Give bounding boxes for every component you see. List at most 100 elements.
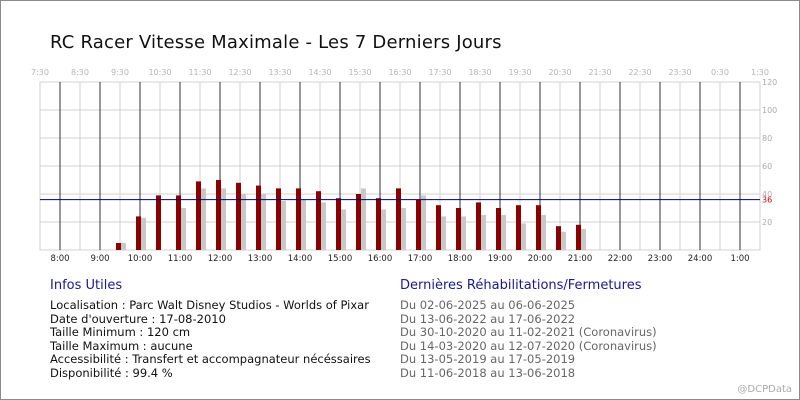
bar-series-2: [341, 209, 346, 250]
bar-series-1: [436, 205, 441, 250]
rehab-line: Du 02-06-2025 au 06-06-2025: [400, 298, 576, 312]
bar-series-2: [441, 216, 446, 250]
bar-series-2: [221, 188, 226, 250]
bar-series-1: [396, 188, 401, 250]
bar-series-1: [276, 188, 281, 250]
bottom-axis-tick-label: 8:00: [50, 254, 69, 264]
bottom-axis-tick-label: 19:00: [488, 254, 513, 264]
y-tick-label: 80: [762, 134, 772, 143]
bar-series-2: [501, 215, 506, 250]
bar-series-2: [381, 209, 386, 250]
top-axis-tick-label: 18:30: [468, 68, 491, 77]
bottom-axis-tick-label: 21:00: [568, 254, 593, 264]
bottom-axis-tick-label: 22:00: [608, 254, 633, 264]
bar-series-1: [316, 191, 321, 250]
rehab-line: Du 13-05-2019 au 17-05-2019: [400, 352, 576, 367]
bar-series-1: [116, 243, 121, 250]
bottom-axis-tick-label: 24:00: [688, 254, 713, 264]
info-line-opening-date: Date d'ouverture : 17-08-2010: [50, 311, 226, 326]
bar-series-1: [236, 182, 241, 250]
bar-series-2: [281, 201, 286, 250]
top-axis-tick-label: 19:30: [508, 68, 531, 77]
top-axis-tick-label: 7:30: [31, 68, 49, 77]
bottom-axis-tick-label: 13:00: [248, 254, 273, 264]
bar-series-1: [356, 194, 361, 250]
bar-series-1: [376, 198, 381, 250]
top-axis-tick-label: 14:30: [308, 68, 331, 77]
bar-series-1: [136, 216, 141, 250]
top-axis-tick-label: 17:30: [428, 68, 451, 77]
infos-list: Localisation : Parc Walt Disney Studios …: [50, 298, 371, 381]
bar-series-2: [321, 202, 326, 250]
bar-series-1: [256, 185, 261, 250]
top-axis-tick-label: 0:30: [711, 68, 729, 77]
bar-series-2: [121, 243, 126, 250]
bottom-axis-tick-label: 17:00: [408, 254, 433, 264]
bar-series-1: [336, 198, 341, 250]
info-line-accessibility: Accessibilité : Transfert et accompagnat…: [50, 352, 371, 367]
bar-series-1: [476, 202, 481, 250]
bottom-axis-tick-label: 1:00: [730, 254, 749, 264]
top-axis-tick-label: 20:30: [548, 68, 571, 77]
bar-series-2: [141, 217, 146, 250]
rehab-heading: Dernières Réhabilitations/Fermetures: [400, 278, 642, 293]
bar-series-1: [296, 188, 301, 250]
bar-series-2: [261, 194, 266, 250]
bar-series-1: [536, 205, 541, 250]
bottom-axis-tick-label: 9:00: [90, 254, 109, 264]
bar-series-2: [241, 194, 246, 250]
rehab-line: Du 13-06-2022 au 17-06-2022: [400, 311, 576, 326]
bottom-axis-tick-label: 15:00: [328, 254, 353, 264]
bar-series-1: [196, 181, 201, 250]
bar-series-2: [401, 208, 406, 250]
bar-series-2: [361, 188, 366, 250]
bar-series-2: [301, 199, 306, 250]
bottom-axis-tick-label: 10:00: [128, 254, 153, 264]
top-axis-tick-label: 21:30: [588, 68, 611, 77]
info-line-max-height: Taille Maximum : aucune: [50, 338, 193, 353]
bar-series-1: [216, 180, 221, 250]
info-line-availability: Disponibilité : 99.4 %: [50, 365, 173, 380]
top-axis-tick-label: 11:30: [188, 68, 211, 77]
bar-series-2: [521, 223, 526, 250]
infos-heading: Infos Utiles: [50, 278, 123, 293]
info-line-location: Localisation : Parc Walt Disney Studios …: [50, 298, 369, 312]
bottom-axis-tick-label: 20:00: [528, 254, 553, 264]
data-credit: @DCPData: [737, 384, 792, 395]
bottom-axis-tick-label: 12:00: [208, 254, 233, 264]
top-axis-tick-label: 1:30: [751, 68, 769, 77]
bar-series-2: [581, 229, 586, 250]
bar-series-1: [516, 205, 521, 250]
top-axis-tick-label: 10:30: [148, 68, 171, 77]
bar-series-2: [481, 215, 486, 250]
top-axis-tick-label: 9:30: [111, 68, 129, 77]
bottom-axis-tick-label: 14:00: [288, 254, 313, 264]
top-axis-tick-label: 15:30: [348, 68, 371, 77]
y-tick-label: 100: [762, 106, 777, 115]
bar-series-1: [576, 224, 581, 250]
rehab-line: Du 14-03-2020 au 12-07-2020 (Coronavirus…: [400, 338, 657, 353]
bar-series-1: [156, 195, 161, 250]
top-axis-tick-label: 23:30: [668, 68, 691, 77]
bar-series-1: [556, 226, 561, 250]
y-tick-label: 40: [762, 190, 772, 199]
reference-line-label: 36: [762, 196, 772, 205]
top-axis-tick-label: 8:30: [71, 68, 89, 77]
chart-title: RC Racer Vitesse Maximale - Les 7 Dernie…: [50, 32, 502, 53]
bar-series-1: [416, 199, 421, 250]
bar-series-2: [541, 215, 546, 250]
bottom-axis-tick-label: 16:00: [368, 254, 393, 264]
bar-series-1: [456, 208, 461, 250]
bar-series-2: [201, 188, 206, 250]
rehab-list: Du 02-06-2025 au 06-06-2025 Du 13-06-202…: [400, 298, 657, 381]
top-axis-tick-label: 16:30: [388, 68, 411, 77]
top-axis-tick-label: 13:30: [268, 68, 291, 77]
y-tick-label: 120: [762, 78, 777, 87]
bottom-axis-tick-label: 18:00: [448, 254, 473, 264]
rehab-line: Du 30-10-2020 au 11-02-2021 (Coronavirus…: [400, 325, 657, 340]
bar-chart: 20 40 60 80 100 120 7:30 8:30 9:30 10:30 11:30 12:3…: [31, 68, 777, 264]
top-axis-tick-label: 12:30: [228, 68, 251, 77]
y-tick-label: 20: [762, 218, 772, 227]
bar-series-1: [176, 195, 181, 250]
bar-series-2: [421, 195, 426, 250]
